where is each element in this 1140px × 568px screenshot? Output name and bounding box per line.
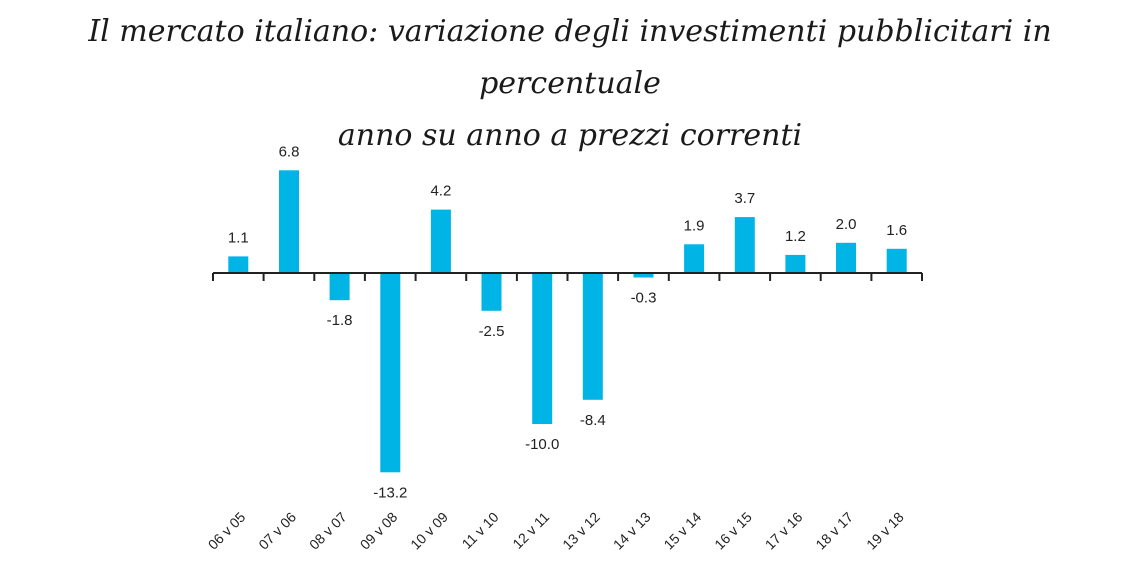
value-label: 3.7 (734, 190, 755, 207)
bar-16-v-15 (734, 217, 755, 273)
tick-label: 11 v 10 (459, 509, 502, 552)
bar-17-v-16 (785, 254, 806, 273)
value-label: 4.2 (430, 183, 451, 200)
value-label: 2.0 (836, 216, 857, 233)
value-label: -10.0 (525, 436, 559, 453)
tick-labels-group: 06 v 05 07 v 06 08 v 07 09 v 08 10 v 09 11 v … (205, 509, 907, 553)
tick-label: 19 v 18 (863, 509, 907, 553)
bar-08-v-07 (329, 273, 350, 301)
tick-label: 16 v 15 (711, 509, 755, 553)
bar-13-v-12 (582, 273, 603, 400)
tick-label: 06 v 05 (205, 509, 249, 553)
value-label: 1.6 (886, 222, 907, 239)
value-label: 1.9 (684, 217, 705, 234)
chart-title-line-2: anno su anno a prezzi correnti (337, 118, 803, 153)
value-label: 1.1 (228, 229, 249, 246)
x-axis (212, 272, 923, 281)
bar-12-v-11 (532, 273, 553, 424)
chart-title: Il mercato italiano: variazione degli in… (0, 6, 1140, 162)
tick-label: 17 v 16 (762, 509, 806, 553)
value-labels-group: 1.1 6.8 -1.8 -13.2 4.2 -2.5 -10.0 -8.4 -0.3 1.9 3.… (228, 143, 907, 501)
value-label: -0.3 (631, 290, 657, 307)
bar-19-v-18 (886, 248, 907, 273)
tick-label: 09 v 08 (357, 509, 401, 553)
tick-label: 15 v 14 (660, 509, 704, 553)
bar-07-v-06 (279, 170, 299, 273)
bars-group (228, 170, 907, 473)
tick-label: 13 v 12 (559, 509, 603, 553)
bar-06-v-05 (228, 256, 249, 273)
tick-label: 07 v 06 (255, 509, 299, 553)
value-label: -1.8 (327, 312, 353, 329)
tick-label: 08 v 07 (306, 509, 350, 553)
value-label: -13.2 (373, 484, 407, 501)
bar-10-v-09 (430, 209, 451, 273)
tick-label: 14 v 13 (610, 509, 654, 553)
value-label: 6.8 (279, 143, 300, 160)
chart-title-line-1: Il mercato italiano: variazione degli in… (88, 14, 1052, 101)
bar-15-v-14 (684, 244, 705, 273)
value-label: 1.2 (785, 228, 806, 245)
value-label: -2.5 (479, 323, 505, 340)
bar-09-v-08 (380, 273, 401, 473)
bar-11-v-10 (481, 273, 502, 311)
tick-label: 18 v 17 (812, 509, 856, 553)
bar-18-v-17 (836, 242, 856, 273)
tick-label: 12 v 11 (509, 509, 552, 552)
tick-label: 10 v 09 (407, 509, 451, 553)
value-label: -8.4 (580, 412, 606, 429)
bar-14-v-13 (633, 273, 654, 278)
